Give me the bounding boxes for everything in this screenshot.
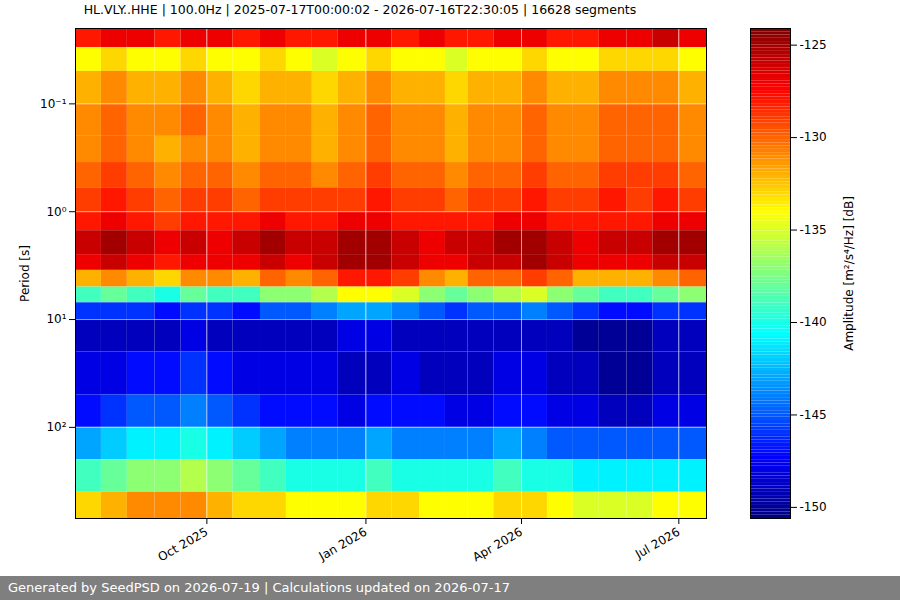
svg-text:10¹: 10¹ bbox=[46, 312, 66, 326]
svg-text:Jul 2026: Jul 2026 bbox=[632, 525, 682, 562]
html-text:Generated by SeedPSD on 2026-0: Generated by SeedPSD on 2026-07-19 | Cal… bbox=[8, 580, 510, 595]
svg-text:10²: 10² bbox=[46, 420, 66, 434]
svg-text:Period [s]: Period [s] bbox=[18, 245, 32, 302]
svg-text:10⁰: 10⁰ bbox=[46, 205, 66, 219]
svg-text:Apr 2026: Apr 2026 bbox=[470, 525, 525, 565]
svg-text:Amplitude [m²/s⁴/Hz] [dB]: Amplitude [m²/s⁴/Hz] [dB] bbox=[842, 196, 856, 351]
svg-text:10⁻¹: 10⁻¹ bbox=[40, 97, 67, 111]
svg-text:-150: -150 bbox=[800, 500, 827, 514]
html-text:HL.VLY..HHE | 100.0Hz | 2025-0: HL.VLY..HHE | 100.0Hz | 2025-07-17T00:00… bbox=[83, 2, 637, 17]
svg-text:-145: -145 bbox=[800, 408, 827, 422]
svg-text:Jan 2026: Jan 2026 bbox=[316, 525, 370, 564]
svg-text:-135: -135 bbox=[800, 223, 827, 237]
svg-text:-140: -140 bbox=[800, 315, 827, 329]
svg-text:-125: -125 bbox=[800, 38, 827, 52]
svg-text:-130: -130 bbox=[800, 130, 827, 144]
svg-text:Oct 2025: Oct 2025 bbox=[156, 525, 211, 565]
